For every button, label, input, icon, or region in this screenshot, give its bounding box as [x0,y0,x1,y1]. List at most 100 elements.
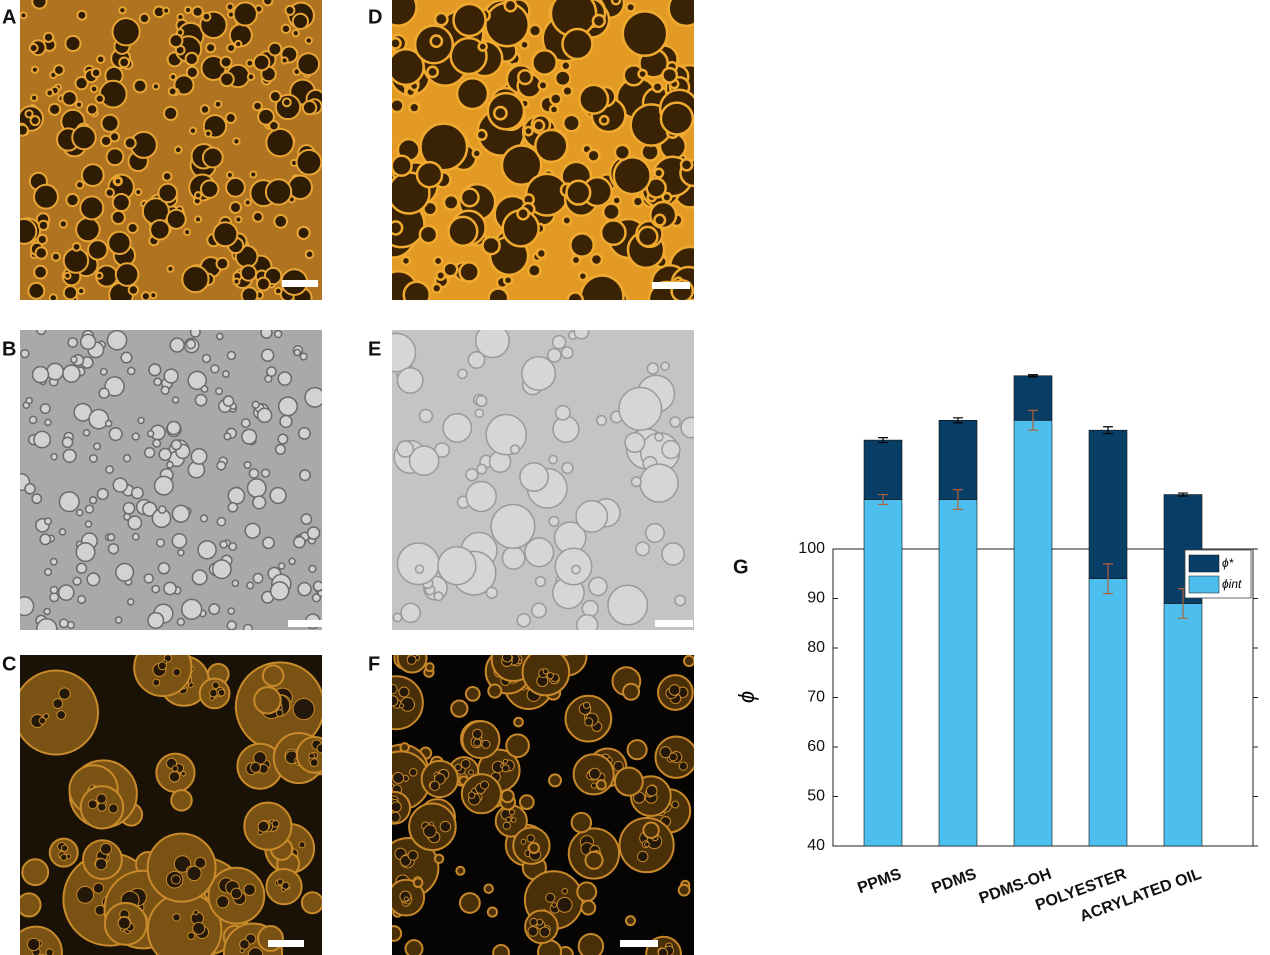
droplet [622,682,641,701]
inner-droplet [94,904,106,916]
droplet [137,416,145,425]
error-bar [1103,426,1113,435]
inner-droplet [678,761,688,771]
scale-bar [620,940,658,947]
y-tick-label: 50 [807,788,825,805]
inner-droplet [292,697,315,721]
droplet [20,348,30,359]
droplet [560,60,572,72]
inner-droplet [406,655,417,665]
droplet [87,239,109,261]
droplet [653,167,665,179]
droplet [110,209,126,226]
inner-droplet [529,917,538,927]
droplet [226,620,237,630]
droplet [661,66,679,84]
droplet [599,219,627,247]
droplet [581,599,599,618]
droplet [392,154,413,177]
droplet [273,214,289,229]
droplet [99,367,108,376]
droplet [71,124,97,151]
droplet [269,581,290,601]
droplet [53,64,65,76]
inner-droplet [472,728,483,740]
inner-droplet [561,887,568,895]
droplet [277,396,298,417]
inner-droplet [582,701,591,710]
droplet [300,513,313,525]
droplet [106,330,128,351]
inner-droplet [97,802,107,812]
droplet [204,129,213,138]
droplet [181,598,203,620]
micrograph [392,642,694,955]
droplet [127,515,143,531]
error-bar [1103,563,1113,595]
droplet [66,621,75,630]
droplet [432,255,444,267]
droplet [37,219,50,232]
droplet [639,463,679,503]
droplet [42,31,55,43]
droplet [502,274,514,286]
droplet [166,420,181,436]
inner-droplet [216,895,230,909]
droplet [25,396,33,405]
droplet [153,475,174,496]
inner-droplet [568,655,572,656]
droplet [176,617,186,627]
droplet [160,385,170,395]
droplet [607,584,649,626]
droplet [519,462,549,492]
droplet [419,122,469,172]
droplet [228,542,238,551]
droplet [611,195,622,206]
droplet [516,612,532,628]
droplet [586,148,601,163]
panel-letter: C [2,653,16,675]
droplet [77,594,87,605]
droplet [503,0,518,13]
droplet [132,78,148,94]
droplet [548,773,562,788]
droplet [293,348,302,357]
error-bar [1028,374,1038,378]
droplet [524,537,555,568]
droplet [457,368,468,380]
scale-bar [655,620,693,627]
droplet [392,0,418,27]
droplet [299,352,308,361]
droplet [163,581,177,596]
droplet [459,187,480,208]
droplet [531,49,558,76]
droplet [111,17,141,47]
droplet [50,452,58,461]
droplet [295,148,322,176]
droplet [34,246,49,260]
inner-droplet [562,642,573,653]
droplet [565,179,592,206]
inner-droplet [323,753,327,757]
droplet [467,351,486,369]
droplet [20,218,38,245]
droplet [74,76,89,91]
droplet [148,363,162,377]
droplet [163,368,179,384]
droplet [36,330,47,336]
inner-droplet [527,925,539,937]
scale-bar [268,940,304,947]
droplet [130,486,144,500]
inner-droplet [76,885,95,904]
droplet [30,65,40,74]
droplet [20,596,35,617]
droplet [570,811,593,834]
droplet [516,68,534,86]
x-tick-label: PDMS [930,866,980,898]
droplet [149,219,171,241]
inner-droplet [644,841,650,848]
droplet [682,655,694,668]
droplet [168,72,178,81]
inner-droplet [399,855,412,867]
droplet [240,286,259,300]
